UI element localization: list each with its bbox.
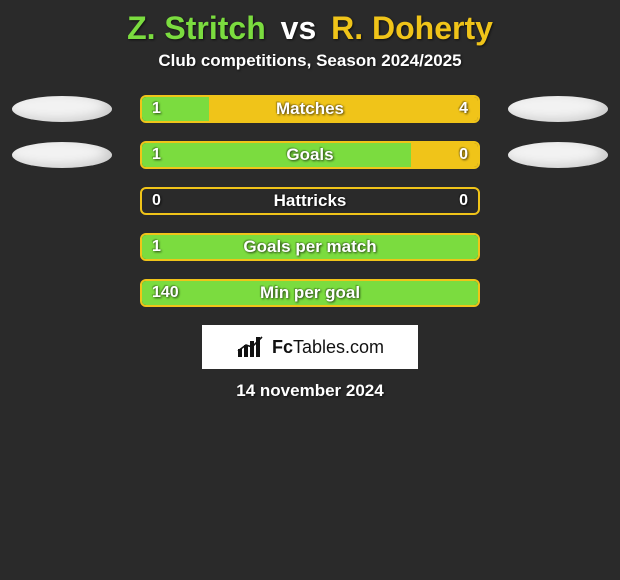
value-player2: 0 bbox=[449, 189, 478, 213]
stat-row: 140Min per goal bbox=[0, 279, 620, 307]
subtitle: Club competitions, Season 2024/2025 bbox=[0, 51, 620, 71]
brand-badge: FcTables.com bbox=[202, 325, 418, 369]
stat-bar: 14Matches bbox=[140, 95, 480, 123]
value-player2: 0 bbox=[449, 143, 478, 167]
stat-bar: 140Min per goal bbox=[140, 279, 480, 307]
fill-player1 bbox=[142, 235, 478, 259]
brand-suffix: Tables.com bbox=[293, 337, 384, 357]
stat-row: 0 0Hattricks bbox=[0, 187, 620, 215]
stat-bar: 10Goals bbox=[140, 141, 480, 169]
comparison-infographic: Z. Stritch vs R. Doherty Club competitio… bbox=[0, 0, 620, 580]
value-player2 bbox=[458, 235, 478, 259]
vs-text: vs bbox=[281, 10, 317, 46]
stat-row: 14Matches bbox=[0, 95, 620, 123]
value-player2 bbox=[458, 281, 478, 305]
value-player1: 0 bbox=[142, 189, 171, 213]
team-logo-right bbox=[508, 96, 608, 122]
stat-row: 10Goals bbox=[0, 141, 620, 169]
bars-icon bbox=[236, 335, 266, 359]
value-player1: 1 bbox=[142, 235, 171, 259]
stat-label: Hattricks bbox=[142, 189, 478, 213]
team-logo-right bbox=[508, 142, 608, 168]
value-player1: 140 bbox=[142, 281, 189, 305]
footer-date: 14 november 2024 bbox=[0, 381, 620, 401]
fill-player1 bbox=[142, 143, 411, 167]
brand-text: FcTables.com bbox=[272, 337, 384, 358]
fill-player1 bbox=[142, 281, 478, 305]
value-player1: 1 bbox=[142, 97, 171, 121]
stat-row: 1Goals per match bbox=[0, 233, 620, 261]
stats-container: 14Matches10Goals00Hattricks1Goals per ma… bbox=[0, 95, 620, 307]
fill-player2 bbox=[209, 97, 478, 121]
stat-bar: 0 0Hattricks bbox=[140, 187, 480, 215]
value-player2: 4 bbox=[449, 97, 478, 121]
team-logo-left bbox=[12, 142, 112, 168]
page-title: Z. Stritch vs R. Doherty bbox=[0, 10, 620, 47]
value-player1: 1 bbox=[142, 143, 171, 167]
stat-bar: 1Goals per match bbox=[140, 233, 480, 261]
brand-prefix: Fc bbox=[272, 337, 293, 357]
player2-name: R. Doherty bbox=[331, 10, 493, 46]
team-logo-left bbox=[12, 96, 112, 122]
player1-name: Z. Stritch bbox=[127, 10, 266, 46]
